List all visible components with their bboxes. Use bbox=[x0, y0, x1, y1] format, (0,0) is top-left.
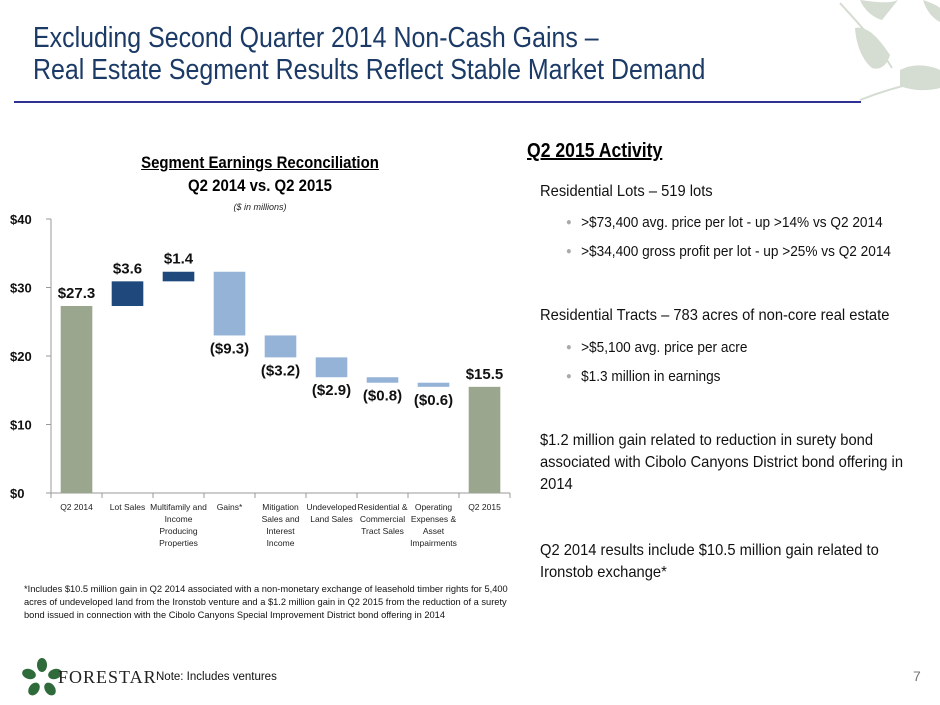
x-category-label: Income bbox=[267, 538, 295, 548]
bullet-text: >$5,100 avg. price per acre bbox=[581, 340, 748, 356]
x-category-label: Producing bbox=[159, 526, 198, 536]
waterfall-chart: $0 $10 $20 $30 $40 $27.3 $3.6 $1.4 ($9.3) ($3.2)… bbox=[10, 212, 511, 548]
surety-note-text: $1.2 million gain related to reduction i… bbox=[540, 432, 904, 493]
x-category-label: Lot Sales bbox=[110, 502, 145, 512]
bullet-icon: ● bbox=[566, 246, 572, 257]
data-label: ($0.8) bbox=[363, 388, 402, 405]
y-tick-label: $10 bbox=[10, 418, 32, 433]
x-category-label: Land Sales bbox=[310, 514, 353, 524]
bar-increase bbox=[111, 281, 144, 306]
chart-title: Segment Earnings Reconciliation bbox=[141, 153, 379, 172]
footer-note: Note: Includes ventures bbox=[156, 671, 277, 683]
bullet-icon: ● bbox=[566, 371, 572, 382]
bullet-text: $1.3 million in earnings bbox=[581, 369, 721, 385]
slide-title: Excluding Second Quarter 2014 Non-Cash G… bbox=[33, 22, 705, 86]
chart-footnote: *Includes $10.5 million gain in Q2 2014 … bbox=[24, 584, 508, 620]
leaves-decoration-icon bbox=[839, 0, 940, 101]
chart-units-note: ($ in millions) bbox=[233, 202, 287, 212]
forestar-logo-icon bbox=[22, 658, 62, 696]
x-category-label: Gains* bbox=[217, 502, 243, 512]
x-category-label: Expenses & bbox=[411, 514, 457, 524]
data-label: ($0.6) bbox=[414, 392, 453, 409]
x-category-label: Tract Sales bbox=[361, 526, 404, 536]
slide-title-line1: Excluding Second Quarter 2014 Non-Cash G… bbox=[33, 22, 599, 54]
residential-tracts-text: Residential Tracts – 783 acres of non-co… bbox=[540, 307, 890, 324]
x-category-label: Income bbox=[165, 514, 193, 524]
data-label: $1.4 bbox=[164, 251, 194, 268]
data-label: $3.6 bbox=[113, 260, 142, 277]
bar-decrease bbox=[417, 382, 450, 387]
bullet-icon: ● bbox=[566, 342, 572, 353]
bar-decrease bbox=[213, 271, 246, 336]
page-number: 7 bbox=[913, 668, 921, 684]
ironstob-note-text: Q2 2014 results include $10.5 million ga… bbox=[540, 542, 879, 581]
x-category-label: Residential & bbox=[357, 502, 407, 512]
data-label: ($2.9) bbox=[312, 382, 351, 399]
x-category-label: Sales and bbox=[262, 514, 300, 524]
bar-total bbox=[468, 386, 501, 493]
x-category-label: Mitigation bbox=[262, 502, 299, 512]
bar-decrease bbox=[315, 357, 348, 378]
bar-total bbox=[60, 305, 93, 493]
x-category-label: Commercial bbox=[360, 514, 405, 524]
lots-bullet-item: ● >$34,400 gross profit per lot - up >25%… bbox=[566, 242, 891, 264]
y-tick-label: $30 bbox=[10, 281, 32, 296]
data-label: $15.5 bbox=[466, 366, 504, 383]
x-category-label: Asset bbox=[423, 526, 445, 536]
x-category-label: Impairments bbox=[410, 538, 457, 548]
x-category-label: Q2 2014 bbox=[60, 502, 93, 512]
bullet-icon: ● bbox=[566, 217, 572, 228]
tracts-bullet-item: ● $1.3 million in earnings bbox=[566, 367, 720, 389]
bullet-text: >$34,400 gross profit per lot - up >25% … bbox=[581, 244, 891, 260]
tracts-bullet-item: ● >$5,100 avg. price per acre bbox=[566, 338, 747, 360]
data-label: ($3.2) bbox=[261, 362, 300, 379]
x-category-label: Undeveloped bbox=[306, 502, 356, 512]
chart-subtitle: Q2 2014 vs. Q2 2015 bbox=[188, 176, 332, 195]
forestar-logo-text: FORESTAR bbox=[58, 667, 157, 687]
y-tick-label: $20 bbox=[10, 349, 32, 364]
x-category-label: Operating bbox=[415, 502, 453, 512]
data-label: $27.3 bbox=[58, 285, 96, 302]
x-category-label: Properties bbox=[159, 538, 198, 548]
lots-bullet-item: ● >$73,400 avg. price per lot - up >14% v… bbox=[566, 213, 883, 235]
residential-lots-text: Residential Lots – 519 lots bbox=[540, 183, 713, 200]
x-category-label: Interest bbox=[266, 526, 295, 536]
bullet-text: >$73,400 avg. price per lot - up >14% vs… bbox=[581, 215, 883, 231]
y-tick-label: $0 bbox=[10, 486, 24, 501]
bar-increase bbox=[162, 271, 195, 282]
title-divider bbox=[14, 101, 861, 103]
bar-decrease bbox=[264, 335, 297, 358]
x-category-label: Multifamily and bbox=[150, 502, 207, 512]
x-category-label: Q2 2015 bbox=[468, 502, 501, 512]
bar-decrease bbox=[366, 377, 399, 383]
slide-title-line2: Real Estate Segment Results Reflect Stab… bbox=[33, 54, 706, 86]
y-tick-label: $40 bbox=[10, 212, 32, 227]
data-label: ($9.3) bbox=[210, 340, 249, 357]
activity-heading: Q2 2015 Activity bbox=[527, 140, 663, 162]
